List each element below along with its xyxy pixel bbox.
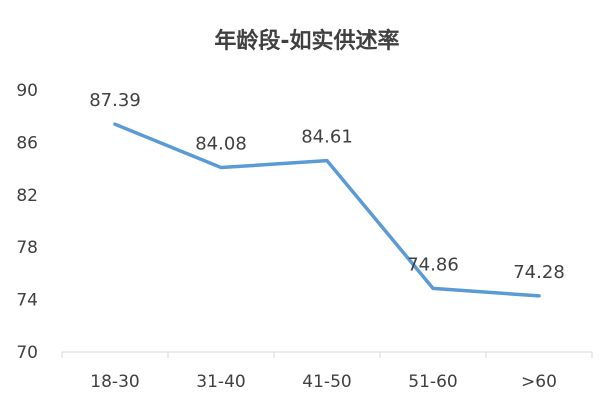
x-tick-label: 31-40 bbox=[196, 372, 245, 392]
x-tick-label: >60 bbox=[521, 372, 557, 392]
data-label: 74.86 bbox=[407, 254, 459, 275]
chart-title: 年龄段-如实供述率 bbox=[214, 28, 399, 54]
data-label: 84.61 bbox=[301, 127, 353, 148]
data-labels: 87.39 84.08 84.61 74.86 74.28 bbox=[89, 90, 565, 283]
y-tick-label: 74 bbox=[16, 291, 38, 311]
x-tick-label: 18-30 bbox=[90, 372, 139, 392]
y-tick-label: 90 bbox=[16, 81, 38, 101]
x-tick-label: 51-60 bbox=[408, 372, 457, 392]
data-label: 87.39 bbox=[89, 90, 141, 111]
y-tick-label: 82 bbox=[16, 186, 38, 206]
y-tick-label: 86 bbox=[16, 133, 38, 153]
series-line-group bbox=[115, 124, 539, 296]
y-tick-label: 70 bbox=[16, 343, 38, 363]
data-label: 74.28 bbox=[513, 262, 565, 283]
x-tick-label: 41-50 bbox=[302, 372, 351, 392]
data-label: 84.08 bbox=[195, 134, 247, 155]
y-tick-label: 78 bbox=[16, 238, 38, 258]
series-line bbox=[115, 124, 539, 296]
